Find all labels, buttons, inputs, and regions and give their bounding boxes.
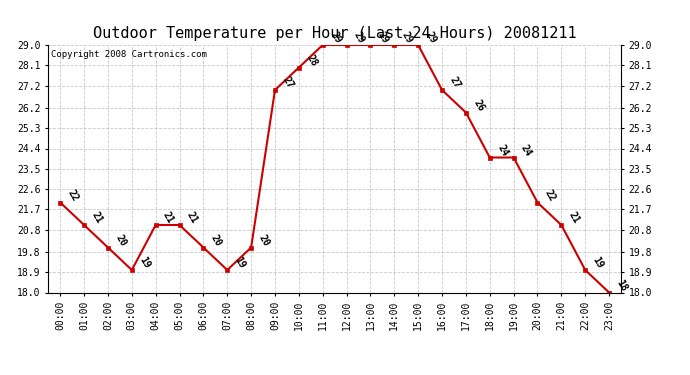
Text: 22: 22 — [543, 188, 558, 203]
Text: 19: 19 — [137, 255, 152, 271]
Text: 19: 19 — [233, 255, 247, 271]
Text: 29: 29 — [328, 30, 343, 46]
Text: 21: 21 — [567, 210, 582, 226]
Text: 19: 19 — [591, 255, 605, 271]
Text: 26: 26 — [471, 98, 486, 113]
Text: 29: 29 — [400, 30, 415, 46]
Text: 24: 24 — [495, 143, 510, 158]
Text: 27: 27 — [448, 75, 462, 91]
Text: 20: 20 — [257, 233, 271, 248]
Text: 27: 27 — [281, 75, 295, 91]
Text: 20: 20 — [209, 233, 224, 248]
Text: 29: 29 — [352, 30, 366, 46]
Text: 18: 18 — [615, 278, 629, 293]
Text: 28: 28 — [304, 53, 319, 68]
Title: Outdoor Temperature per Hour (Last 24 Hours) 20081211: Outdoor Temperature per Hour (Last 24 Ho… — [93, 26, 576, 41]
Text: 29: 29 — [424, 30, 438, 46]
Text: 24: 24 — [519, 143, 533, 158]
Text: 21: 21 — [185, 210, 199, 226]
Text: 22: 22 — [66, 188, 80, 203]
Text: 20: 20 — [114, 233, 128, 248]
Text: 21: 21 — [161, 210, 176, 226]
Text: Copyright 2008 Cartronics.com: Copyright 2008 Cartronics.com — [51, 50, 207, 59]
Text: 29: 29 — [376, 30, 391, 46]
Text: 21: 21 — [90, 210, 104, 226]
